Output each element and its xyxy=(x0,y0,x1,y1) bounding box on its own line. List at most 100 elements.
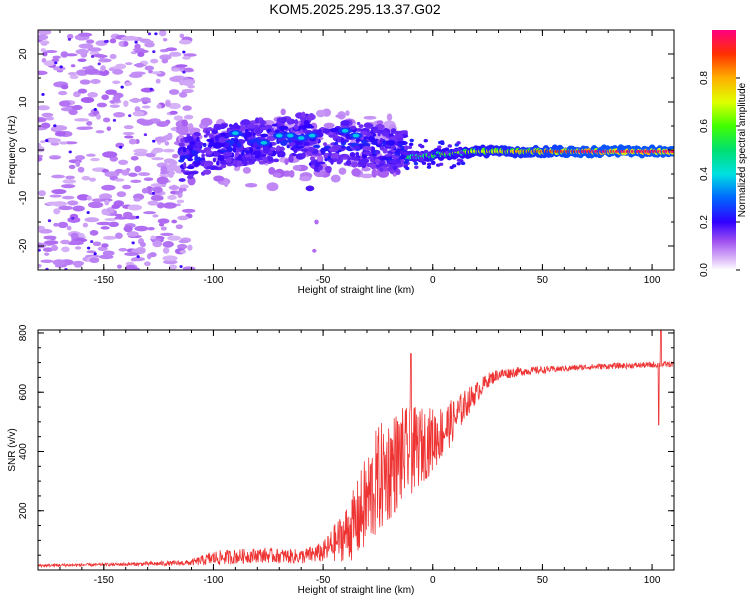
spectrogram-xtick-label: 50 xyxy=(537,275,549,286)
spectrogram-cell xyxy=(152,186,163,194)
spectrogram-cell xyxy=(92,241,102,247)
spectrogram-cell xyxy=(152,139,156,143)
spectrogram-cell xyxy=(287,118,293,125)
spectrogram-cell xyxy=(407,145,413,150)
spectrogram-cell xyxy=(258,160,266,165)
spectrogram-cell xyxy=(340,120,350,126)
spectrogram-cell xyxy=(236,147,244,151)
spectrogram-cell xyxy=(260,140,268,145)
spectrogram-xtick-label: -100 xyxy=(203,275,223,286)
spectrogram-cell xyxy=(403,145,409,151)
colorbar-ticks: 0.0 0.2 0.4 0.6 0.8 xyxy=(699,71,740,277)
spectrogram-cell xyxy=(38,156,43,162)
spectrogram-cell xyxy=(437,140,443,145)
spectrogram-cell xyxy=(183,67,194,72)
spectrogram-cell xyxy=(160,232,174,237)
spectrogram-cell xyxy=(115,232,123,239)
spectrogram-cell xyxy=(293,124,299,130)
spectrogram-cell xyxy=(123,35,138,41)
spectrogram-cell xyxy=(147,32,152,36)
spectrogram-cell xyxy=(182,70,186,74)
spectrogram-cell xyxy=(266,182,279,192)
snr-line xyxy=(38,330,674,569)
spectrogram-cell xyxy=(122,184,132,190)
spectrogram-cell xyxy=(299,175,312,182)
spectrogram-cell xyxy=(40,259,54,264)
spectrogram-cell xyxy=(375,164,381,168)
spectrogram-cell xyxy=(181,88,194,94)
spectrogram-cell xyxy=(87,47,102,52)
spectrogram-cell xyxy=(356,121,361,126)
snr-ytick-label: 800 xyxy=(18,324,29,341)
spectrogram-cell xyxy=(182,266,196,270)
spectrogram-cell xyxy=(122,211,133,219)
spectrogram-cell xyxy=(388,167,393,171)
spectrogram-cell xyxy=(341,137,345,144)
spectrogram-cell xyxy=(95,130,105,134)
spectrogram-cell xyxy=(132,110,145,117)
spectrogram-cell xyxy=(182,146,187,153)
spectrogram-cell xyxy=(389,169,395,175)
spectrogram-cell xyxy=(123,225,133,233)
spectrogram-cell xyxy=(223,151,233,157)
spectrogram-cell xyxy=(202,169,212,175)
spectrogram-cell xyxy=(106,126,112,131)
spectrogram-cell xyxy=(168,51,182,57)
spectrogram-cell xyxy=(38,248,41,252)
spectrogram-cell xyxy=(59,65,63,69)
spectrogram-cell xyxy=(128,172,138,177)
spectrogram-cell xyxy=(335,114,345,119)
spectrogram-cell xyxy=(268,131,275,136)
spectrogram-cell xyxy=(246,124,256,129)
spectrogram-cell xyxy=(162,241,174,248)
spectrogram-cell xyxy=(299,116,305,121)
spectrogram-cell xyxy=(670,150,674,153)
spectrogram-cell xyxy=(151,71,162,75)
spectrogram-cell xyxy=(351,168,361,177)
spectrogram-cell xyxy=(64,53,78,57)
spectrogram-cell xyxy=(74,118,90,122)
spectrogram-cell xyxy=(195,142,202,148)
spectrogram-cell xyxy=(150,235,156,240)
colorbar-tick-label: 0.2 xyxy=(699,215,710,229)
spectrogram-cell xyxy=(162,247,170,254)
spectrogram-cell xyxy=(374,158,381,163)
spectrogram-cell xyxy=(138,172,151,177)
spectrogram-cell xyxy=(97,62,101,66)
spectrogram-cell xyxy=(118,159,129,166)
spectrogram-cell xyxy=(168,102,181,110)
spectrogram-cell xyxy=(308,147,316,152)
spectrogram-xtick-label: -150 xyxy=(94,275,114,286)
spectrogram-cell xyxy=(223,180,229,187)
spectrogram-cell xyxy=(303,120,310,126)
spectrogram-cell xyxy=(330,158,334,165)
spectrogram-cell xyxy=(44,240,59,245)
spectrogram-cell xyxy=(431,151,437,156)
colorbar-label: Normalized spectral amplitude xyxy=(737,82,748,217)
spectrogram-cell xyxy=(53,222,59,227)
spectrogram-cell xyxy=(62,179,77,184)
spectrogram-cell xyxy=(414,165,419,169)
spectrogram-cell xyxy=(106,207,115,214)
spectrogram-cell xyxy=(403,151,408,156)
spectrogram-cell xyxy=(400,158,405,165)
spectrogram-cell xyxy=(41,93,45,96)
spectrogram-cell xyxy=(329,127,340,133)
spectrogram-cell xyxy=(305,185,315,192)
spectrogram-cell xyxy=(102,117,111,123)
spectrogram-cell xyxy=(160,226,167,231)
spectrogram-cell xyxy=(218,137,226,143)
spectrogram-cell xyxy=(236,160,242,164)
spectrogram-cell xyxy=(376,120,384,125)
spectrogram-cell xyxy=(159,54,172,61)
spectrogram-cell xyxy=(141,105,151,109)
spectrogram-cell xyxy=(53,208,61,215)
spectrogram-cell xyxy=(66,225,72,231)
spectrogram-cell xyxy=(399,150,404,155)
spectrogram-cell xyxy=(168,170,174,178)
spectrogram-cell xyxy=(427,152,432,157)
spectrogram-cell xyxy=(73,91,81,98)
spectrogram-cell xyxy=(273,158,280,163)
spectrogram-cell xyxy=(160,165,168,175)
spectrogram-cell xyxy=(182,105,192,111)
